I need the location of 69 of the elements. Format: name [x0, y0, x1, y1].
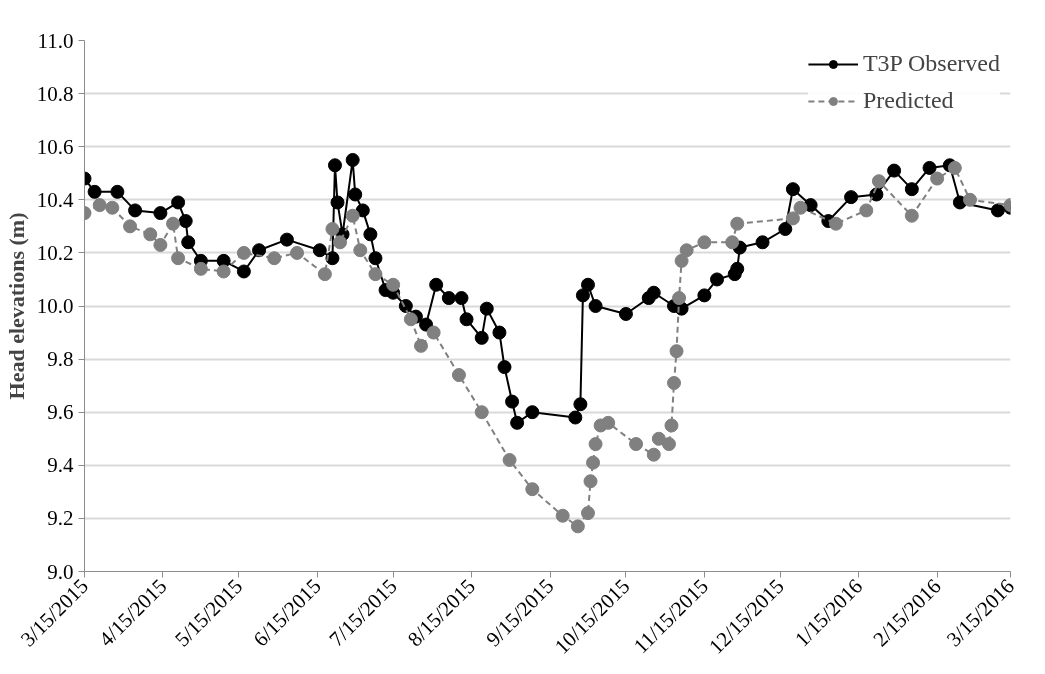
point [580, 506, 595, 521]
point [525, 482, 540, 497]
y-tick-label: 9.2 [47, 506, 74, 531]
point [143, 227, 158, 242]
point [672, 291, 687, 306]
point [588, 437, 603, 452]
point [236, 245, 251, 260]
point [930, 171, 945, 186]
point [105, 200, 120, 215]
point [859, 203, 874, 218]
y-tick-label: 10.4 [36, 187, 74, 212]
point [725, 235, 740, 250]
point [368, 267, 383, 282]
point [414, 338, 428, 353]
point [667, 376, 681, 390]
point [123, 219, 138, 234]
point [153, 237, 168, 252]
point [785, 211, 800, 226]
point [661, 437, 676, 452]
point [947, 160, 962, 175]
point [646, 447, 661, 462]
y-axis-title: Head elevations (m) [3, 212, 29, 400]
point [871, 174, 886, 189]
point [290, 245, 305, 260]
point [474, 405, 489, 420]
point [828, 216, 843, 231]
point [555, 508, 570, 523]
point [904, 208, 919, 223]
point [664, 418, 679, 433]
point [651, 431, 666, 446]
y-tick-label: 9.4 [47, 453, 74, 478]
point [317, 267, 332, 282]
y-tick-label: 10.6 [36, 134, 74, 159]
point [333, 235, 348, 250]
point [216, 264, 231, 279]
point [325, 222, 340, 236]
point [386, 277, 401, 292]
legend-label: T3P Observed [862, 50, 1000, 77]
point [793, 200, 808, 215]
point [963, 192, 978, 207]
point [426, 325, 441, 340]
y-tick-label: 10.2 [36, 240, 74, 265]
legend-label: Predicted [862, 87, 954, 114]
y-tick-label: 10.8 [36, 81, 74, 106]
y-tick-label: 10.0 [36, 294, 74, 318]
y-tick-label: 11.0 [37, 28, 74, 53]
point [92, 198, 107, 213]
point [403, 312, 418, 327]
point [697, 235, 712, 250]
point [166, 216, 181, 231]
point [193, 261, 208, 276]
point [674, 253, 689, 268]
point [730, 216, 745, 231]
y-tick-label: 9.8 [47, 347, 74, 372]
point [669, 344, 684, 359]
point [629, 437, 644, 452]
point [570, 519, 585, 534]
point [586, 455, 601, 470]
point [679, 243, 694, 258]
y-tick-label: 9.6 [47, 400, 74, 425]
point [451, 368, 466, 383]
point [345, 208, 360, 223]
point [601, 415, 616, 430]
point [353, 243, 368, 258]
point [583, 474, 598, 489]
point [171, 251, 186, 266]
point [502, 453, 517, 467]
y-tick-label: 9.0 [47, 559, 74, 584]
point [267, 251, 282, 266]
